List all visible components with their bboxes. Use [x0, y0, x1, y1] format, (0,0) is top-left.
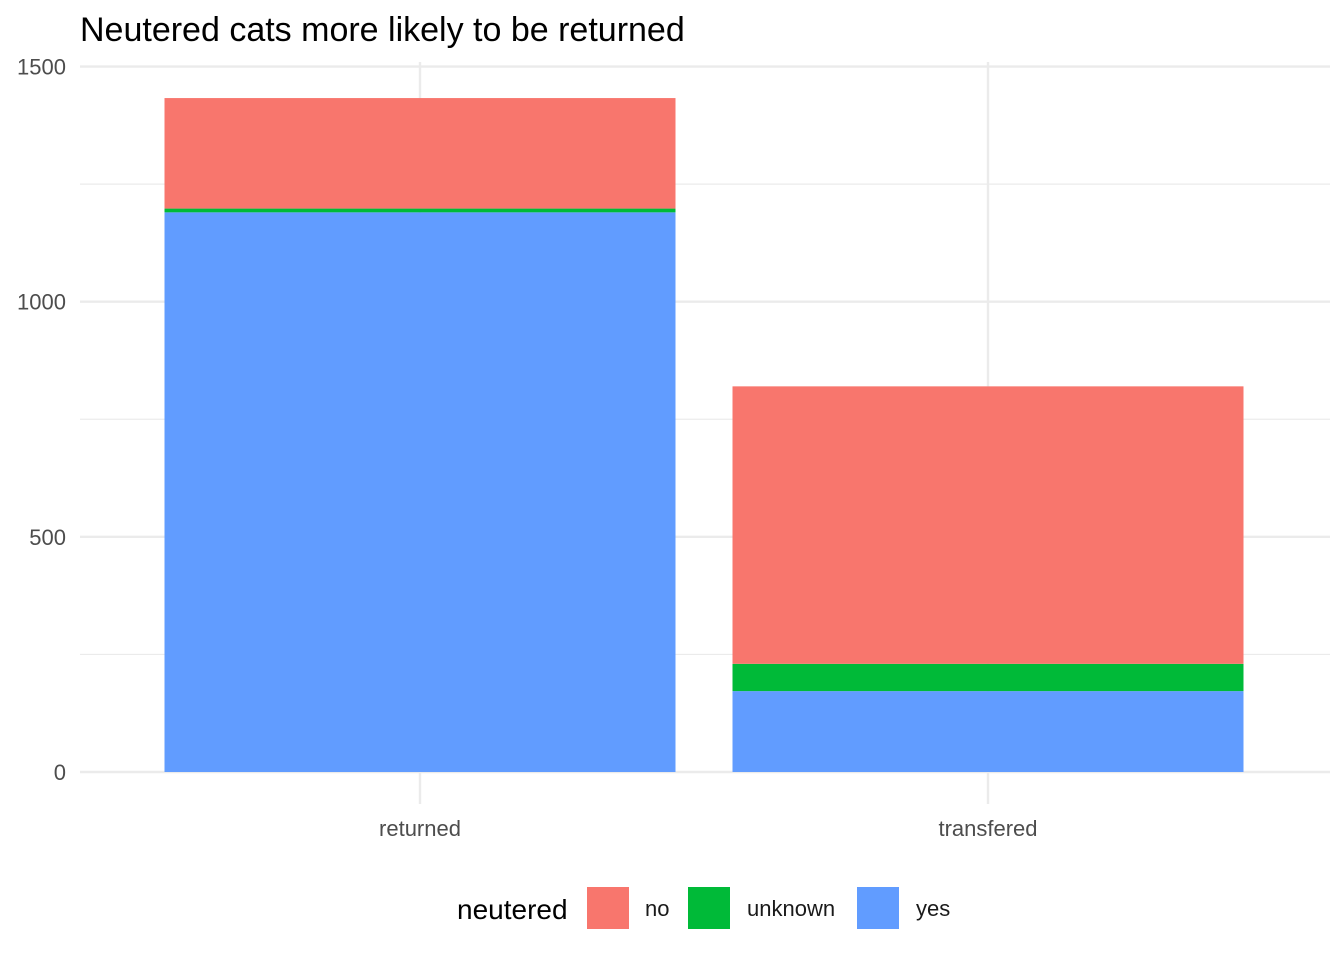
- y-tick-label: 1500: [17, 55, 66, 80]
- legend-title: neutered: [457, 894, 568, 925]
- legend: neutered no unknown yes: [457, 887, 950, 929]
- y-tick-label: 500: [29, 525, 66, 550]
- chart-title: Neutered cats more likely to be returned: [80, 11, 685, 49]
- bar-returned-unknown: [164, 208, 676, 213]
- legend-key-unknown: [688, 887, 730, 929]
- legend-key-no: [587, 887, 629, 929]
- bar-returned-yes: [164, 212, 676, 772]
- bars: [164, 98, 1244, 772]
- x-tick-label: returned: [379, 816, 461, 841]
- bar-transfered-yes: [732, 691, 1244, 772]
- bar-returned-no: [164, 98, 676, 209]
- legend-label-yes: yes: [916, 896, 950, 921]
- legend-label-unknown: unknown: [747, 896, 835, 921]
- legend-key-yes: [857, 887, 899, 929]
- legend-label-no: no: [645, 896, 669, 921]
- y-tick-label: 1000: [17, 290, 66, 315]
- bar-transfered-unknown: [732, 663, 1244, 692]
- x-axis: returned transfered: [379, 816, 1038, 841]
- y-axis: 0 500 1000 1500: [17, 55, 66, 785]
- x-tick-label: transfered: [938, 816, 1037, 841]
- bar-transfered-no: [732, 386, 1244, 664]
- y-tick-label: 0: [54, 760, 66, 785]
